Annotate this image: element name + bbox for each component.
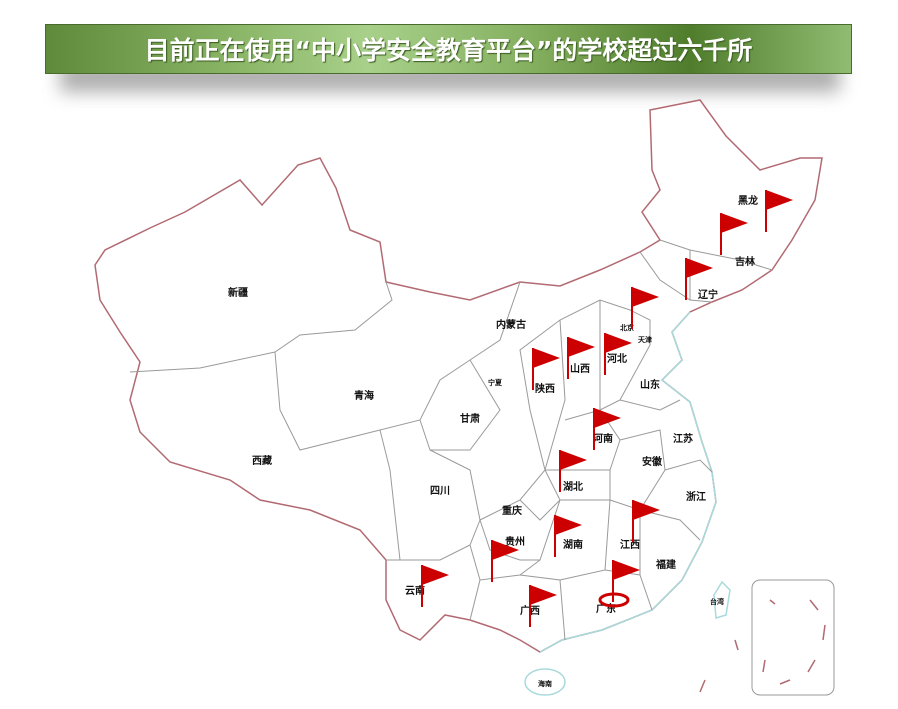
red-flag-icon (612, 560, 640, 602)
province-borders (129, 239, 773, 641)
label-henan: 河南 (593, 432, 613, 445)
label-jiangsu: 江苏 (673, 432, 693, 445)
red-flag-icon (631, 287, 659, 329)
red-flag-icon (765, 190, 793, 232)
label-zhejiang: 浙江 (686, 490, 706, 503)
label-heilongjiang: 黑龙 (738, 194, 758, 207)
label-xinjiang: 新疆 (228, 286, 248, 299)
label-guizhou: 贵州 (505, 535, 525, 548)
label-liaoning: 辽宁 (698, 288, 718, 301)
label-qinghai: 青海 (354, 389, 374, 402)
red-flag-icon (421, 565, 449, 607)
label-jilin: 吉林 (735, 255, 756, 268)
red-flag-icon (529, 585, 557, 627)
red-flag-icon (532, 348, 560, 390)
red-flag-icon (559, 450, 587, 492)
label-taiwan: 台湾 (710, 597, 724, 606)
label-ningxia: 宁夏 (488, 378, 503, 387)
label-hunan: 湖南 (563, 538, 583, 551)
title-banner: 目前正在使用“中小学安全教育平台”的学校超过六千所 (45, 24, 852, 74)
label-neimenggu: 内蒙古 (496, 318, 526, 331)
label-chongqing: 重庆 (502, 504, 522, 517)
label-hebei: 河北 (607, 352, 627, 365)
label-xizang: 西藏 (252, 454, 272, 467)
coastline (539, 311, 717, 653)
nine-dash-line (699, 599, 826, 693)
red-flag-icon (632, 500, 660, 542)
label-anhui: 安徽 (642, 455, 663, 468)
red-flag-icon (720, 213, 748, 255)
red-flag-icon (567, 337, 595, 379)
label-shandong: 山东 (640, 378, 660, 391)
red-flag-icon (554, 515, 582, 557)
red-flag-icon (593, 408, 621, 450)
flags-layer (421, 190, 793, 627)
taiwan-island (713, 580, 731, 619)
label-sichuan: 四川 (430, 485, 450, 497)
label-tianjin: 天津 (638, 335, 652, 344)
label-beijing: 北京 (620, 323, 634, 332)
red-flag-icon (604, 333, 632, 375)
label-yunnan: 云南 (405, 584, 425, 597)
label-shaanxi: 陕西 (535, 382, 555, 395)
label-hubei: 湖北 (563, 480, 583, 493)
hainan-island (524, 668, 566, 696)
label-shanxi: 山西 (570, 362, 590, 375)
label-jiangxi: 江西 (620, 538, 640, 551)
label-fujian: 福建 (655, 558, 677, 571)
south-china-sea-inset (751, 579, 835, 696)
label-gansu: 甘肃 (460, 412, 480, 425)
red-flag-icon (685, 258, 713, 300)
label-hainan: 海南 (538, 679, 552, 688)
red-flag-icon (491, 540, 519, 582)
country-border (94, 99, 823, 653)
page-title: 目前正在使用“中小学安全教育平台”的学校超过六千所 (144, 36, 753, 65)
